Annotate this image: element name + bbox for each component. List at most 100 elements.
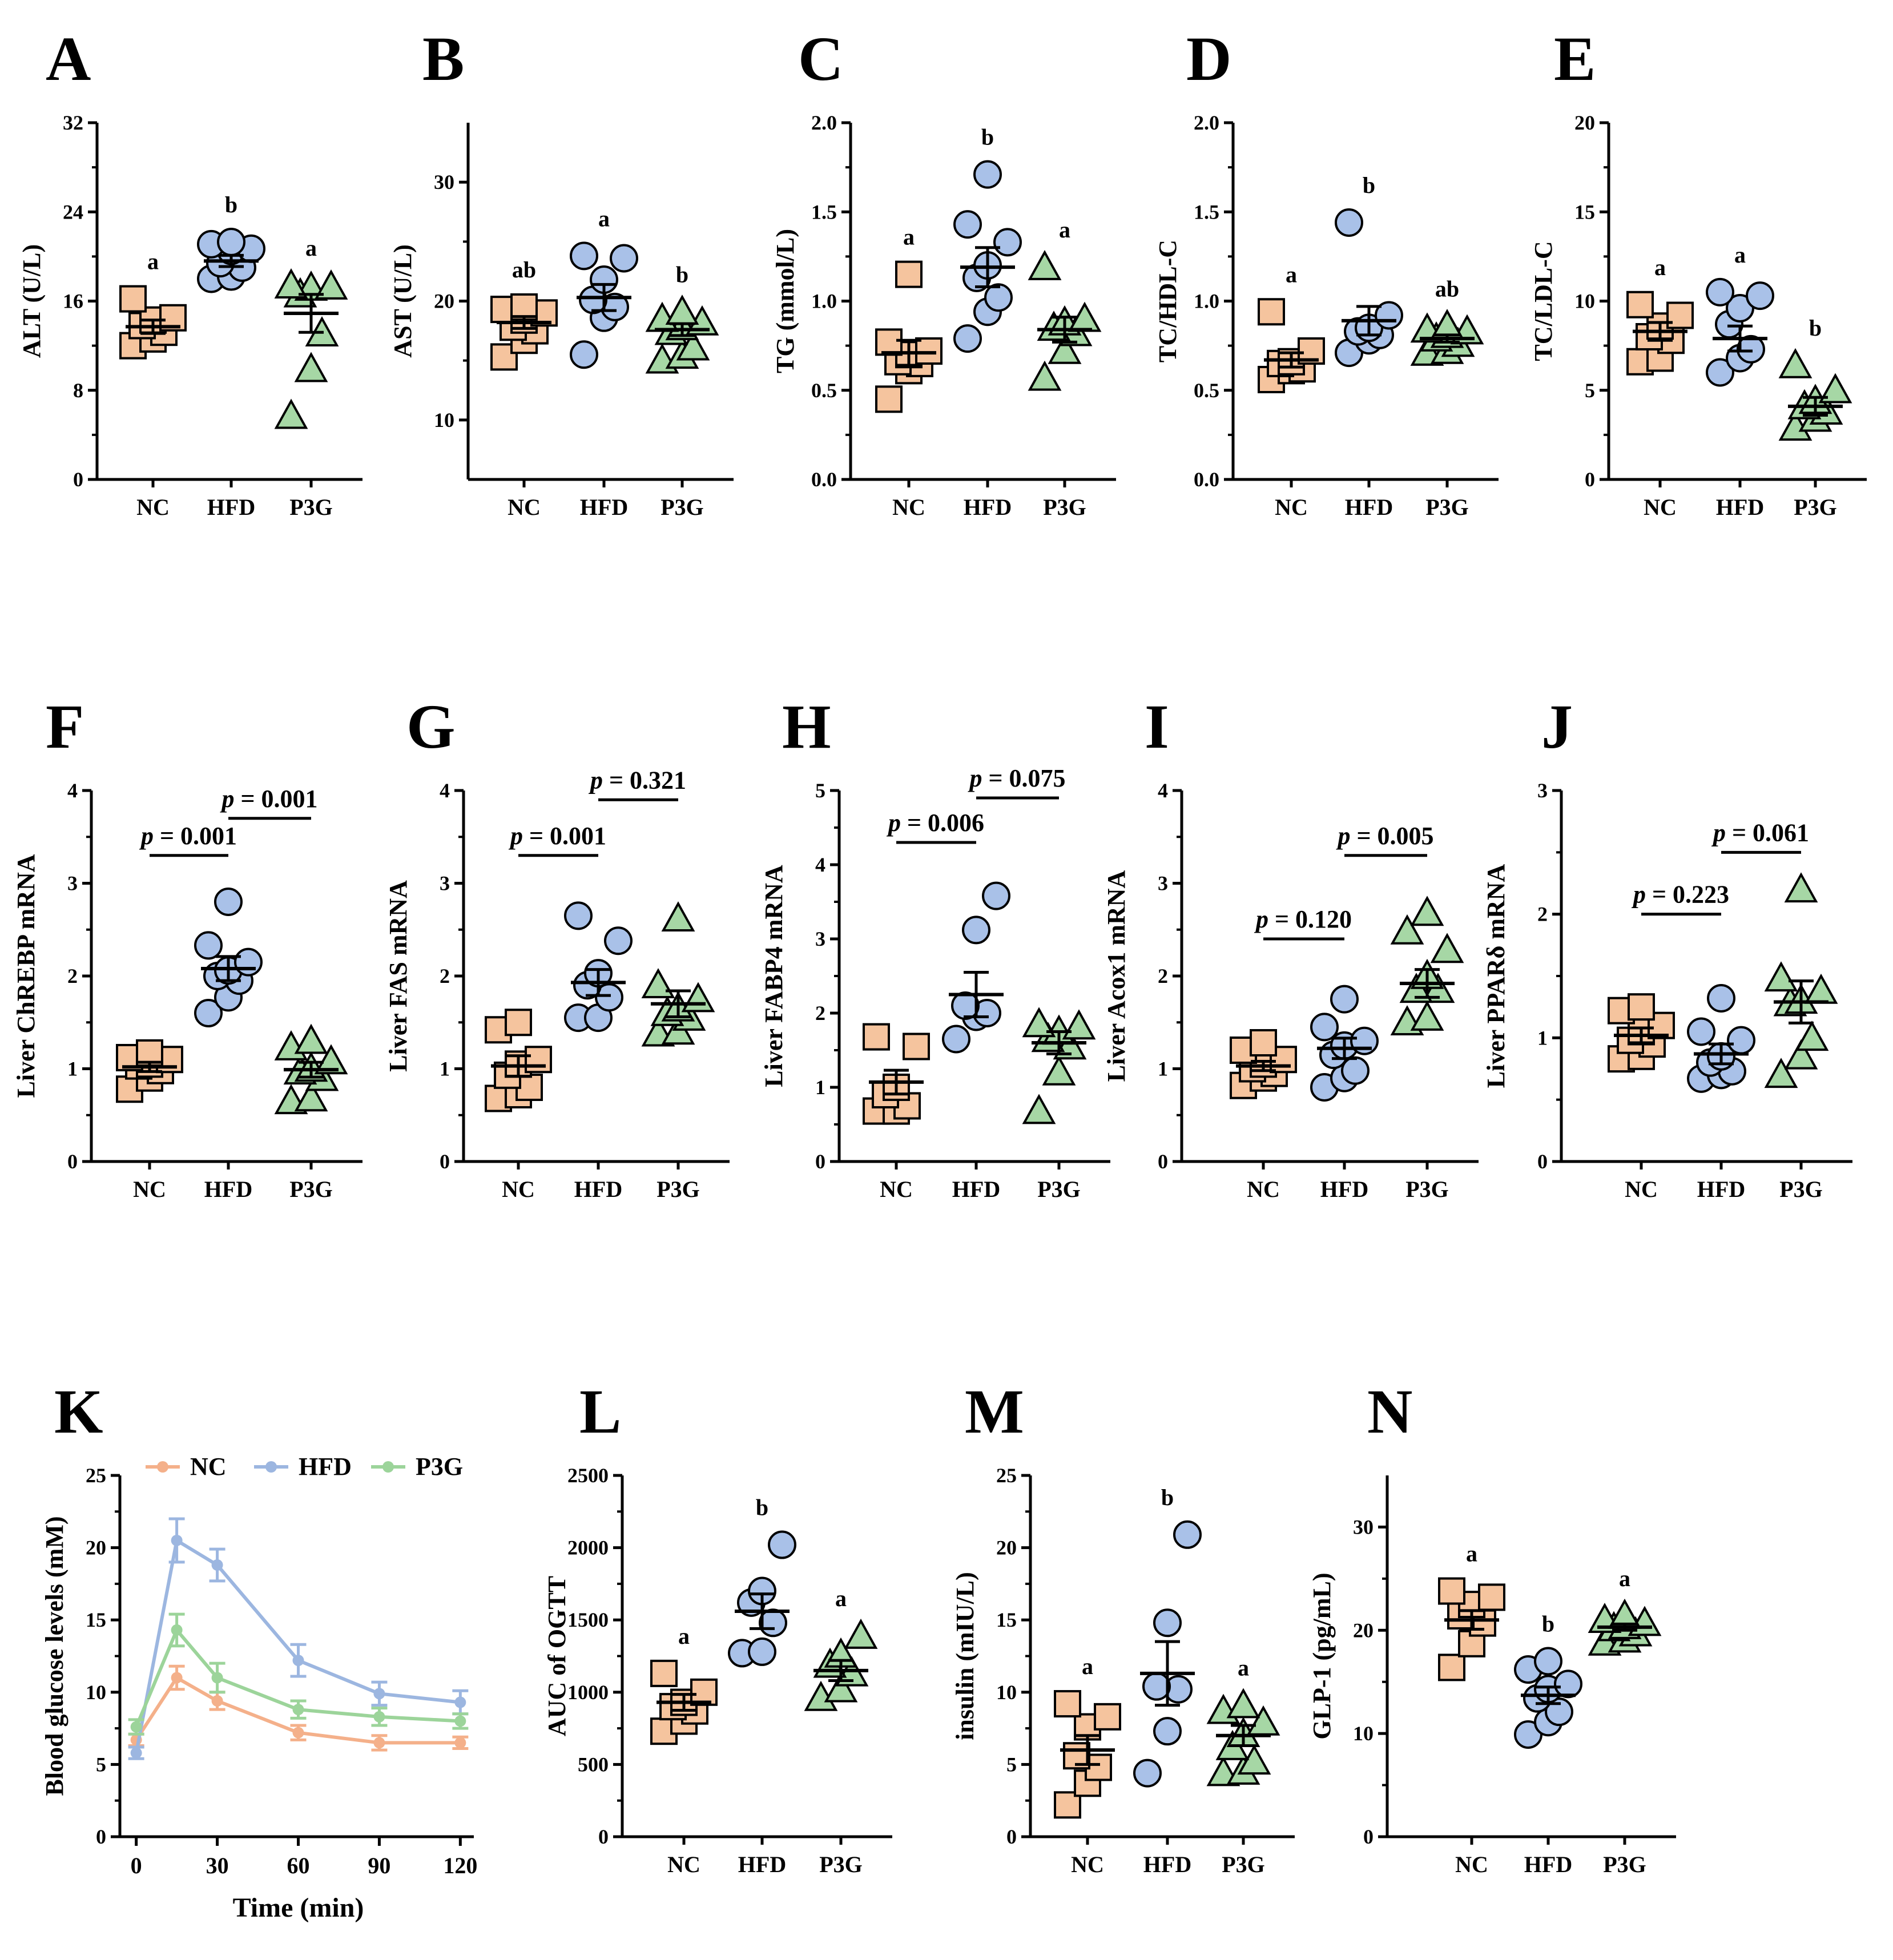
data-point <box>314 269 348 300</box>
p-symbol: p <box>1254 905 1268 933</box>
y-tick-label: 20 <box>434 290 454 313</box>
y-tick-label: 10 <box>1353 1722 1374 1745</box>
panel-letter: D <box>1186 24 1231 94</box>
y-tick-label: 3 <box>1537 779 1548 802</box>
data-point <box>1554 1669 1582 1699</box>
data-point <box>1048 333 1082 364</box>
y-tick-label: 10 <box>1574 290 1595 313</box>
y-tick-label: 4 <box>1158 779 1168 802</box>
data-point <box>1270 1046 1297 1074</box>
data-point <box>984 283 1013 312</box>
data-point <box>294 1023 328 1054</box>
x-tick-label: HFD <box>964 494 1012 520</box>
data-point <box>564 901 593 930</box>
panel-letter: E <box>1554 24 1596 94</box>
significance-letter: a <box>1466 1541 1477 1567</box>
significance-letter: b <box>1809 315 1822 341</box>
data-point <box>1062 1009 1096 1040</box>
y-tick-label: 15 <box>86 1608 106 1631</box>
y-tick-label: 15 <box>996 1608 1017 1631</box>
p-value-label: p = 0.001 <box>139 822 237 850</box>
data-point <box>863 1023 890 1051</box>
x-tick-label: P3G <box>1779 1176 1823 1202</box>
data-point <box>234 947 263 977</box>
data-point <box>1153 1717 1182 1746</box>
series-point <box>211 1559 223 1571</box>
x-tick-label: P3G <box>1043 494 1086 520</box>
y-tick-label: 1500 <box>567 1608 609 1631</box>
data-point <box>1054 1690 1081 1718</box>
significance-letter: ab <box>1435 276 1459 301</box>
x-tick-label: NC <box>1644 494 1677 520</box>
significance-letter: b <box>1363 172 1375 198</box>
data-point <box>1022 1007 1056 1038</box>
y-axis-label: TG (mmol/L) <box>771 229 799 373</box>
y-tick-label: 10 <box>996 1681 1017 1704</box>
y-tick-label: 25 <box>996 1464 1017 1487</box>
x-tick-label: P3G <box>660 494 704 520</box>
p-symbol: p <box>1335 822 1350 850</box>
y-tick-label: 2 <box>1158 965 1168 987</box>
y-axis-label: Liver ChREBP mRNA <box>12 854 40 1098</box>
y-tick-label: 25 <box>86 1464 106 1487</box>
x-tick-label: HFD <box>1524 1852 1572 1877</box>
y-axis-label: GLP-1 (pg/mL) <box>1308 1572 1336 1739</box>
p-symbol: p <box>1711 818 1726 846</box>
y-tick-label: 20 <box>1574 111 1595 134</box>
x-tick-label: 30 <box>206 1853 229 1878</box>
data-point <box>1250 1029 1277 1056</box>
y-tick-label: 0.0 <box>1194 468 1219 491</box>
y-tick-label: 4 <box>440 779 450 802</box>
data-point <box>274 268 308 299</box>
x-tick-label: NC <box>133 1176 166 1202</box>
y-tick-label: 4 <box>67 779 78 802</box>
panel-b: B 10 20 30 AST (U/L) NC ab HFD a P3G b <box>389 24 734 520</box>
y-tick-label: 0 <box>73 468 83 491</box>
data-point <box>951 991 980 1020</box>
y-tick-label: 2 <box>440 965 450 987</box>
x-tick-label: HFD <box>1345 494 1393 520</box>
y-tick-label: 0.5 <box>811 379 837 402</box>
y-tick-label: 0 <box>96 1825 106 1848</box>
y-tick-label: 2 <box>67 965 78 987</box>
data-point <box>525 1046 552 1074</box>
y-tick-label: 0 <box>815 1150 825 1173</box>
p-value-text: = 0.321 <box>603 766 686 794</box>
data-point <box>570 241 598 271</box>
data-point <box>1153 1608 1182 1638</box>
p-value-label: p = 0.001 <box>508 822 606 850</box>
p-symbol: p <box>967 764 982 792</box>
x-tick-label: NC <box>508 494 541 520</box>
data-point <box>759 1608 787 1638</box>
data-point <box>844 1618 878 1649</box>
y-tick-label: 3 <box>1158 872 1168 895</box>
y-tick-label: 20 <box>86 1536 106 1559</box>
y-axis-label: Liver PPARδ mRNA <box>1482 864 1510 1088</box>
significance-letter: b <box>225 192 237 217</box>
significance-letter: a <box>305 235 317 261</box>
significance-letter: a <box>147 249 159 275</box>
y-tick-label: 1 <box>815 1076 825 1099</box>
legend-marker <box>382 1461 394 1473</box>
x-tick-label: HFD <box>738 1852 786 1877</box>
data-point <box>661 901 695 932</box>
series-point <box>373 1688 385 1700</box>
y-tick-label: 5 <box>1585 379 1595 402</box>
series-point <box>454 1696 466 1708</box>
p-value-label: p = 0.006 <box>886 809 984 837</box>
y-tick-label: 3 <box>815 927 825 950</box>
significance-letter: a <box>1734 242 1746 268</box>
panel-c: C 0.0 0.5 1.0 1.5 2.0 TG (mmol/L) NC a HFD b P3G a <box>771 24 1116 520</box>
panel-letter: C <box>798 24 843 94</box>
y-tick-label: 2000 <box>567 1536 609 1559</box>
p-value-label: p = 0.005 <box>1335 822 1433 850</box>
data-point <box>982 881 1010 910</box>
p-value-text: = 0.006 <box>901 809 984 837</box>
data-point <box>1258 298 1285 326</box>
y-tick-label: 4 <box>815 853 825 876</box>
x-tick-label: NC <box>1247 1176 1280 1202</box>
data-point <box>1746 281 1774 310</box>
